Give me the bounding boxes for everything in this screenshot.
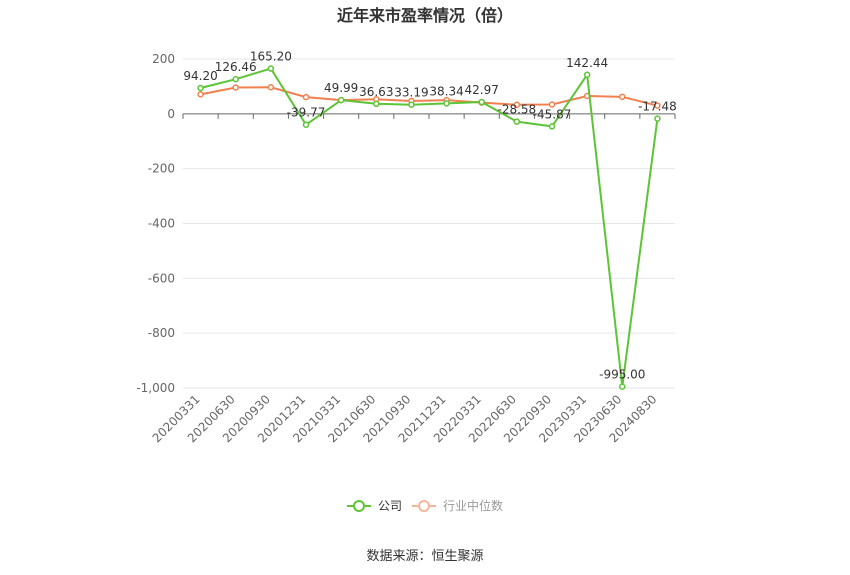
data-point [197,84,204,92]
data-point [548,101,556,108]
data-point [373,100,380,108]
data-point [478,98,485,106]
data-point [583,71,591,79]
y-tick-label: -200 [148,162,175,176]
data-point [654,115,661,122]
data-label: -995.00 [599,368,645,382]
data-point [654,102,661,109]
data-point [337,96,345,104]
data-point [548,123,556,130]
data-point [267,83,275,91]
data-point [619,383,626,390]
data-label: -45.87 [533,107,572,121]
data-label: 49.99 [324,81,358,95]
chart-title: 近年来市盈率情况（倍） [336,6,513,25]
data-point [197,91,204,98]
data-label: 142.44 [566,56,608,70]
y-tick-label: -400 [148,217,175,231]
data-label: -17.48 [638,100,677,114]
data-label: 94.20 [183,69,217,83]
data-label: 42.97 [465,83,499,97]
series-line [200,86,658,107]
data-point [513,101,521,109]
legend-marker-company [353,500,365,512]
legend-marker-industry [418,500,430,512]
y-tick-label: 200 [152,52,175,66]
data-label: 36.63 [359,85,393,99]
data-label: -39.77 [287,106,326,120]
y-tick-label: -1,000 [136,381,175,395]
series-line [200,67,659,387]
y-tick-label: -600 [148,271,175,285]
data-label: 33.19 [394,86,428,100]
data-label: 38.34 [429,84,463,98]
data-point [232,84,239,91]
data-point [443,100,450,107]
legend-label-company: 公司 [378,499,402,513]
data-point [513,118,521,125]
data-source: 数据来源：恒生聚源 [366,549,484,564]
data-point [302,93,310,101]
data-point [267,65,275,72]
data-label: -28.58 [498,103,537,117]
y-tick-label: 0 [167,107,175,121]
data-point [232,75,239,83]
data-point [408,101,415,108]
legend-label-industry: 行业中位数 [443,498,503,513]
data-label: 165.20 [250,50,292,64]
y-tick-label: -800 [148,326,175,340]
data-point [302,121,310,128]
data-point [619,93,626,101]
data-label: 126.46 [215,60,257,74]
